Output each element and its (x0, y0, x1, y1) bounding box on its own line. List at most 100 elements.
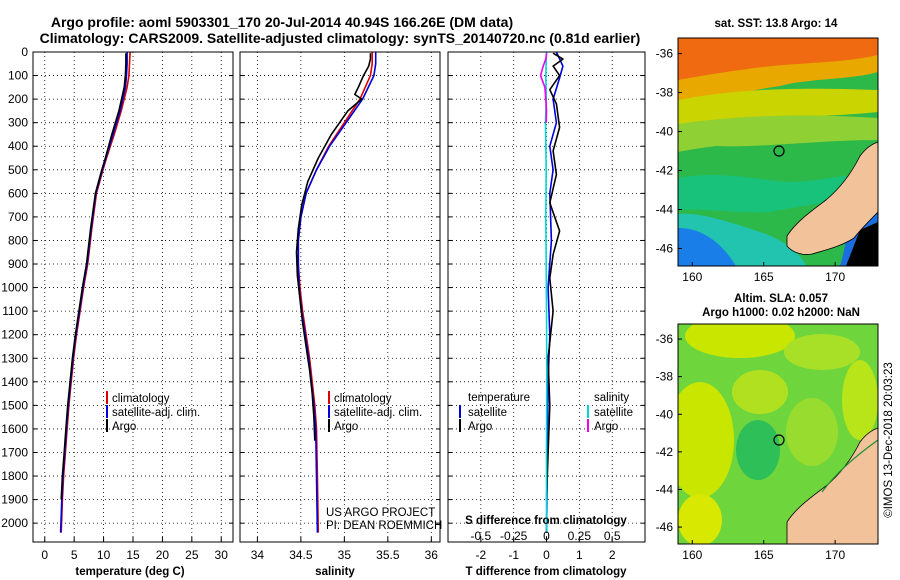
map-x-tick-label: 160 (682, 270, 702, 284)
x-tick-label: -1 (508, 548, 519, 562)
x-tick-label: 20 (156, 548, 170, 562)
legend-label-t-satellite: satellite (468, 407, 507, 419)
y-tick-label: 1800 (1, 469, 28, 483)
sst-blue-patch (678, 228, 736, 266)
difference-legend: temperature salinity satellite Argo sate… (459, 392, 633, 433)
salinity-panel: 34 34.5 35 35.5 36 (239, 51, 441, 562)
y-tick-label: 1500 (1, 398, 28, 412)
x2-tick-label: 0 (543, 529, 550, 543)
x2-tick-label: 0.25 (568, 529, 592, 543)
panel-frame (239, 51, 441, 543)
x2-tick-label: -0.25 (500, 529, 528, 543)
sla-blob (786, 398, 838, 466)
y-tick-label: 500 (8, 163, 28, 177)
sla-blob (678, 382, 734, 498)
y-tick-label: 1200 (1, 328, 28, 342)
y-tick-label: 700 (8, 210, 28, 224)
legend-title-salinity: salinity (594, 392, 629, 404)
project-credit-line-2: PI: DEAN ROEMMICH (326, 520, 442, 532)
map-x-tick-label: 165 (754, 548, 774, 562)
map-y-tick-label: -46 (656, 241, 674, 255)
map-x-tick-label: 170 (825, 270, 845, 284)
map-y-tick-label: -38 (656, 370, 674, 384)
legend-label-argo: Argo (112, 421, 136, 433)
series-line-climatology (60, 51, 131, 533)
title-line-2: Climatology: CARS2009. Satellite-adjuste… (40, 30, 641, 46)
project-credit-line-1: US ARGO PROJECT (326, 507, 435, 519)
legend-label-satellite: satellite-adj. clim. (334, 407, 422, 419)
sst-map-title: sat. SST: 13.8 Argo: 14 (715, 18, 839, 30)
sla-map-ticks: 160 165 170 -36 -38 -40 -42 -44 -46 (656, 332, 846, 562)
sst-map-ticks: 160 165 170 -36 -38 -40 -42 -44 -46 (656, 47, 846, 284)
map-y-tick-label: -44 (656, 482, 674, 496)
x-tick-label: 25 (185, 548, 199, 562)
sst-hot-band (678, 38, 878, 80)
sla-blob (685, 324, 795, 358)
timestamp: ©IMOS 13-Dec-2018 20:03:23 (883, 362, 895, 518)
sla-map-title-2: Argo h1000: 0.02 h2000: NaN (702, 307, 860, 319)
series-line-salinity-argo (539, 53, 548, 123)
y-tick-label: 1700 (1, 445, 28, 459)
legend-label-t-argo: Argo (468, 421, 492, 433)
y-tick-label: 1000 (1, 281, 28, 295)
sla-blob (784, 334, 860, 370)
x-tick-label: 35.5 (376, 548, 400, 562)
salinity-legend: climatology satellite-adj. clim. Argo (328, 391, 422, 433)
sst-float-marker (773, 145, 785, 157)
y-tick-label: 1300 (1, 351, 28, 365)
x-tick-label: 10 (97, 548, 111, 562)
sla-blob (732, 370, 788, 414)
difference-panel: -2 -1 0 1 2 -0.5 -0.25 0 0.25 0.5 (447, 51, 646, 562)
legend-label-s-argo: Argo (594, 421, 618, 433)
map-y-tick-label: -42 (656, 445, 674, 459)
map-y-tick-label: -40 (656, 125, 674, 139)
y-tick-label: 0 (21, 45, 28, 59)
map-y-tick-label: -36 (656, 47, 674, 61)
x-tick-label: 15 (126, 548, 140, 562)
temperature-panel: 0 5 10 15 20 25 300100200300400500600700800900… (1, 45, 234, 562)
y-tick-label: 1100 (2, 304, 28, 318)
sla-contour (821, 439, 878, 493)
y-tick-label: 1600 (1, 422, 28, 436)
legend-title-temperature: temperature (468, 392, 530, 404)
x2-tick-label: 0.5 (604, 529, 621, 543)
map-y-tick-label: -36 (656, 332, 674, 346)
x-tick-label: 36 (425, 548, 439, 562)
map-x-tick-label: 165 (754, 270, 774, 284)
series-line-climatology (297, 52, 374, 533)
sst-land-south-island (786, 141, 878, 255)
sla-float-marker (773, 434, 785, 446)
sst-teal-band (678, 172, 878, 213)
sla-map-title-1: Altim. SLA: 0.057 (734, 293, 828, 305)
series-line-temperature-satellite (545, 51, 564, 533)
legend-label-climatology: climatology (112, 393, 170, 405)
map-y-tick-label: -40 (656, 407, 674, 421)
series-line-argo (60, 53, 127, 500)
sla-map-frame (677, 323, 879, 545)
sla-blob (736, 420, 780, 480)
map-x-tick-label: 170 (825, 548, 845, 562)
legend-label-satellite: satellite-adj. clim. (112, 407, 200, 419)
sla-map (678, 324, 878, 544)
map-y-tick-label: -44 (656, 202, 674, 216)
series-line-salinity-satellite (544, 51, 548, 533)
sst-map-frame (677, 37, 879, 267)
salinity-axis-label: salinity (315, 566, 355, 578)
x-tick-label: 2 (609, 548, 616, 562)
map-y-tick-label: -46 (656, 520, 674, 534)
sla-blob (842, 360, 878, 440)
legend-label-argo: Argo (334, 421, 358, 433)
title-line-1: Argo profile: aoml 5903301_170 20-Jul-20… (51, 14, 513, 30)
x-tick-label: 35 (338, 548, 352, 562)
map-x-tick-label: 160 (682, 548, 702, 562)
sst-lime-band (678, 115, 878, 152)
x-tick-label: 5 (71, 548, 78, 562)
temperature-axis-label: temperature (deg C) (75, 566, 184, 578)
map-y-tick-label: -38 (656, 86, 674, 100)
t-difference-axis-label: T difference from climatology (465, 566, 627, 578)
y-tick-label: 2000 (1, 516, 28, 530)
y-tick-label: 100 (8, 69, 28, 83)
y-tick-label: 1900 (1, 493, 28, 507)
series-line-satellite-adj-clim- (297, 52, 377, 533)
